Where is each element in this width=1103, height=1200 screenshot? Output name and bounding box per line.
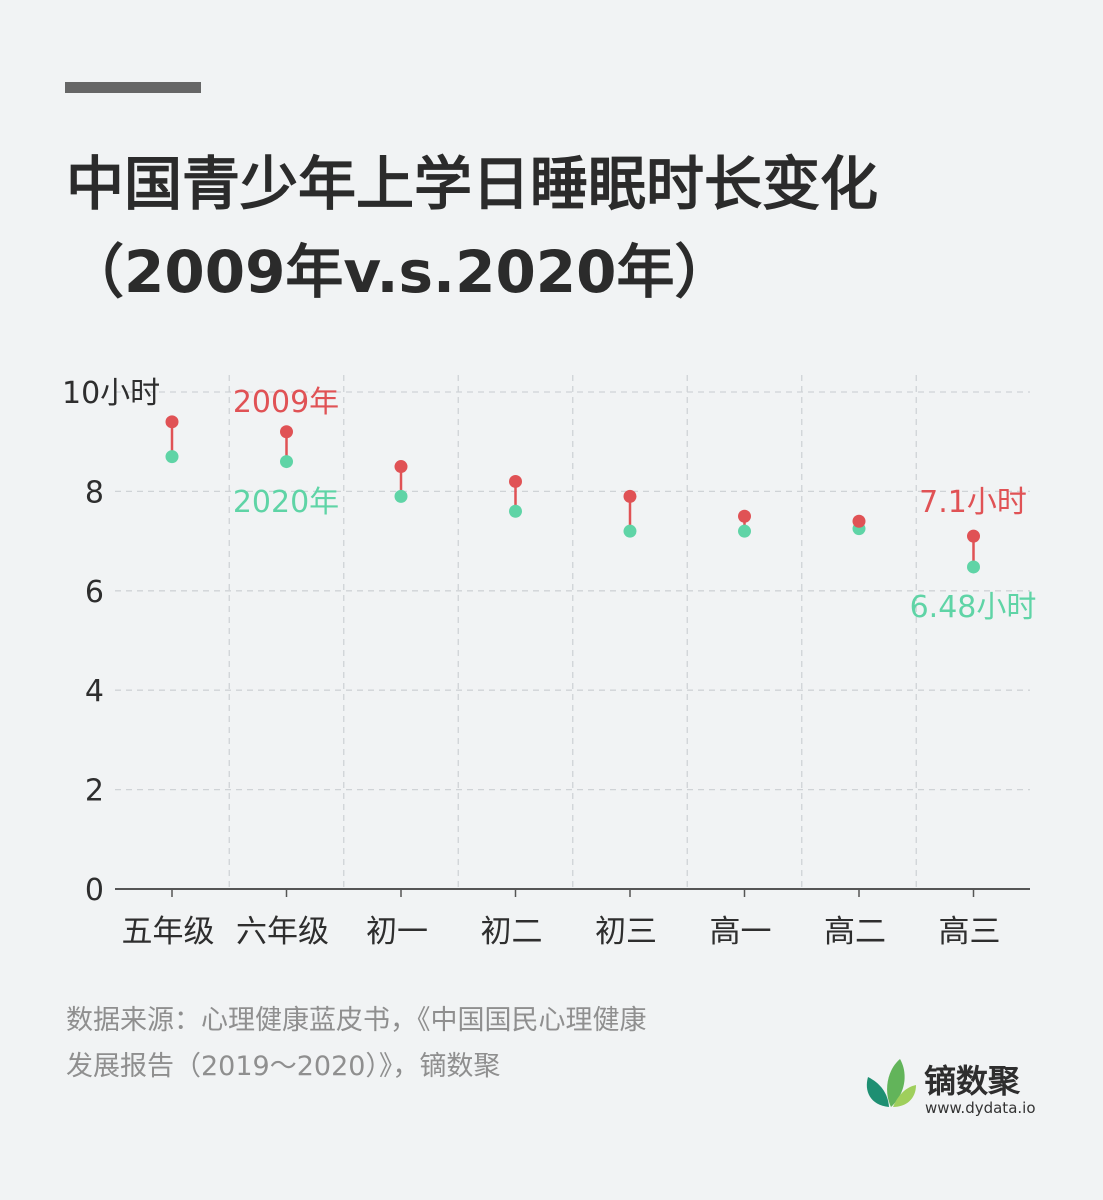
leaf-middle (887, 1059, 905, 1107)
point-2009 (280, 425, 293, 439)
title-line-2: （2009年v.s.2020年） (66, 238, 733, 306)
brand-name: 镝数聚 (924, 1062, 1021, 1100)
legend-label-2009: 2009年 (233, 385, 339, 420)
annotation-last-2009: 7.1小时 (919, 485, 1027, 520)
title-line-1: 中国青少年上学日睡眠时长变化 (66, 150, 879, 218)
point-2009 (165, 415, 179, 429)
header-accent-bar (65, 82, 201, 93)
brand-logo: 镝数聚 www.dydata.io (862, 1055, 1062, 1117)
source-line-2: 发展报告（2019～2020）》，镝数聚 (66, 1051, 501, 1082)
point-2009 (738, 509, 751, 523)
leaf-left (866, 1077, 889, 1107)
y-tick-label: 8 (85, 475, 104, 510)
legend-label-2020: 2020年 (233, 485, 339, 520)
point-2020 (394, 489, 408, 503)
x-tick-label: 初三 (595, 914, 657, 950)
point-2009 (623, 489, 637, 503)
point-2020 (738, 524, 751, 538)
y-tick-label: 2 (85, 774, 104, 809)
y-tick-label: 10小时 (62, 376, 160, 411)
y-tick-label: 4 (85, 674, 104, 709)
point-2009 (967, 529, 980, 543)
brand-url: www.dydata.io (925, 1099, 1036, 1117)
x-tick-label: 高一 (710, 914, 772, 950)
source-note: 数据来源：心理健康蓝皮书，《中国国民心理健康 发展报告（2019～2020）》，… (66, 998, 647, 1090)
x-tick-label: 高二 (824, 914, 886, 950)
x-tick-label: 六年级 (236, 914, 329, 950)
source-line-1: 数据来源：心理健康蓝皮书，《中国国民心理健康 (66, 1005, 647, 1036)
x-tick-label: 初二 (481, 914, 543, 950)
page-title: 中国青少年上学日睡眠时长变化 （2009年v.s.2020年） (66, 140, 878, 316)
point-2020 (165, 450, 179, 464)
leaf-logo-icon (866, 1059, 916, 1107)
point-2009 (852, 514, 866, 528)
point-2020 (967, 560, 980, 574)
x-tick-label: 高三 (939, 914, 1001, 950)
annotation-last-2020: 6.48小时 (910, 590, 1037, 625)
y-tick-label: 0 (85, 873, 104, 908)
leaf-right (893, 1085, 916, 1107)
x-tick-label: 五年级 (122, 914, 215, 950)
point-2020 (623, 524, 637, 538)
point-2009 (394, 460, 408, 474)
point-2009 (509, 474, 522, 488)
point-2020 (509, 504, 522, 518)
x-tick-label: 初一 (366, 914, 428, 950)
point-2020 (280, 455, 293, 469)
y-tick-label: 6 (85, 575, 104, 610)
